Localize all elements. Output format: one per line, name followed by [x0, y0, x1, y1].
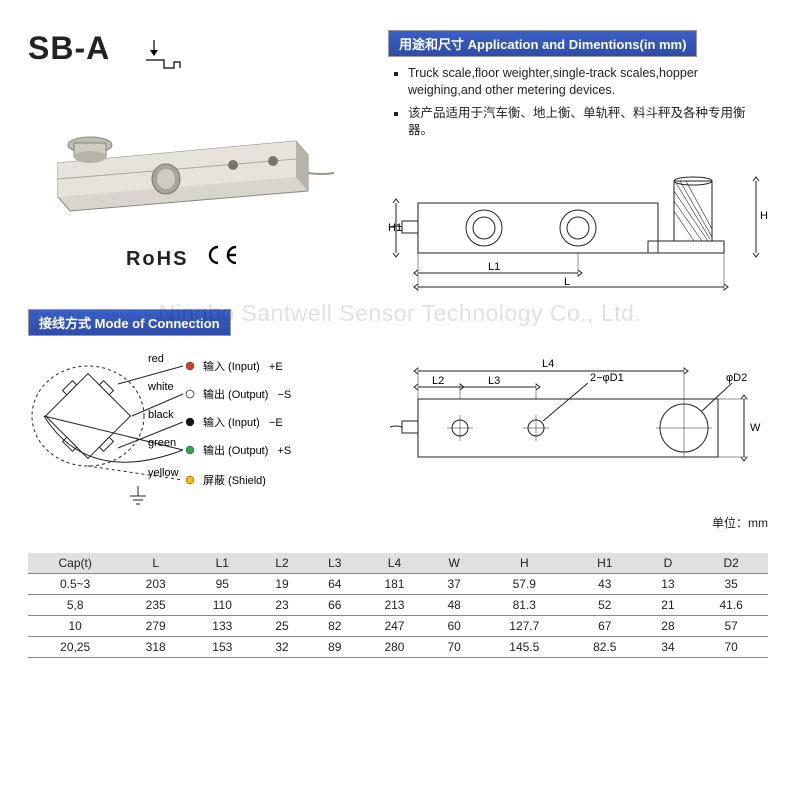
- svg-text:屏蔽 (Shield): 屏蔽 (Shield): [203, 474, 266, 487]
- application-item: 该产品适用于汽车衡、地上衡、单轨秤、料斗秤及各种专用衡器。: [408, 105, 768, 139]
- svg-text:输入 (Input) −E: 输入 (Input) −E: [203, 415, 283, 429]
- dim-h-label: H: [760, 210, 768, 222]
- table-row: 10279133258224760127.7672857: [28, 615, 768, 636]
- connection-header: 接线方式 Mode of Connection: [28, 309, 231, 336]
- table-row: 5,823511023662134881.3522141.6: [28, 594, 768, 615]
- dimension-table: Cap(t)L L1L2 L3L4 WH H1D D2 0.5~32039519…: [28, 553, 768, 658]
- svg-text:black: black: [148, 409, 174, 421]
- svg-text:L2: L2: [432, 375, 444, 387]
- svg-text:W: W: [750, 422, 761, 434]
- table-row: 20,25318153328928070145.582.53470: [28, 636, 768, 657]
- svg-text:L3: L3: [488, 375, 500, 387]
- side-view-drawing: H1 H L1 L: [388, 145, 768, 295]
- svg-text:green: green: [148, 437, 176, 449]
- dim-l-label: L: [564, 276, 570, 288]
- certifications: RoHS: [28, 245, 338, 271]
- svg-text:white: white: [147, 381, 174, 393]
- cert-rohs: RoHS: [126, 248, 188, 270]
- connection-diagram: red 输入 (Input) +E white 输出 (Output) −S b…: [28, 346, 358, 506]
- svg-text:yellow: yellow: [148, 467, 179, 479]
- dim-l1-label: L1: [488, 261, 500, 273]
- application-header: 用途和尺寸 Application and Dimentions(in mm): [388, 30, 697, 57]
- unit-label: 单位：mm: [28, 514, 768, 531]
- load-direction-icon: [144, 38, 184, 75]
- application-list: Truck scale,floor weighter,single-track …: [394, 65, 768, 139]
- svg-text:red: red: [148, 353, 164, 365]
- table-header-row: Cap(t)L L1L2 L3L4 WH H1D D2: [28, 553, 768, 574]
- dim-h1-label: H1: [388, 222, 402, 234]
- svg-text:L4: L4: [542, 358, 554, 370]
- product-photo: [28, 93, 338, 233]
- product-title: SB-A: [28, 30, 110, 67]
- svg-text:输出 (Output) −S: 输出 (Output) −S: [203, 387, 291, 401]
- cert-ce-icon: [204, 245, 240, 271]
- svg-text:φD2: φD2: [726, 372, 747, 384]
- svg-text:输入 (Input) +E: 输入 (Input) +E: [203, 359, 283, 373]
- application-item: Truck scale,floor weighter,single-track …: [408, 65, 768, 99]
- table-row: 0.5~32039519641813757.9431335: [28, 573, 768, 594]
- svg-text:输出 (Output) +S: 输出 (Output) +S: [203, 443, 291, 457]
- svg-text:2−φD1: 2−φD1: [590, 372, 624, 384]
- top-view-drawing: L4 L2 L3 2−φD1 φD2 W: [388, 339, 768, 499]
